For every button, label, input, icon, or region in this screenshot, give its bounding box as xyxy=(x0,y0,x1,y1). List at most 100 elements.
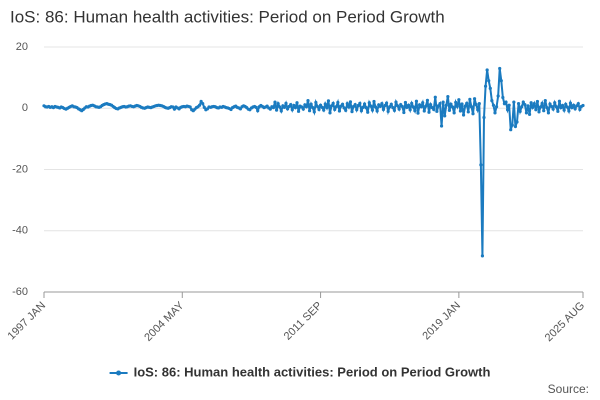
point xyxy=(315,104,320,109)
point xyxy=(499,79,503,83)
point xyxy=(476,108,480,112)
point xyxy=(340,102,345,106)
point xyxy=(477,102,481,106)
point xyxy=(447,108,452,112)
point xyxy=(301,107,305,111)
point xyxy=(465,101,469,105)
point xyxy=(307,109,312,113)
point xyxy=(468,97,472,101)
point xyxy=(532,102,536,106)
y-tick-label: 20 xyxy=(16,41,28,53)
point xyxy=(285,107,290,111)
point xyxy=(450,105,455,109)
point xyxy=(433,95,437,99)
point xyxy=(276,102,280,106)
point xyxy=(309,102,313,106)
point xyxy=(268,107,272,111)
point xyxy=(410,101,414,105)
point xyxy=(296,109,301,113)
point xyxy=(516,102,521,106)
point xyxy=(491,103,496,107)
point xyxy=(361,105,365,109)
point xyxy=(355,108,359,112)
point xyxy=(358,101,362,105)
point xyxy=(383,103,387,108)
point xyxy=(408,108,412,112)
source: Source: xyxy=(548,382,589,396)
point xyxy=(444,103,448,107)
point xyxy=(256,109,260,113)
point xyxy=(372,99,376,104)
point xyxy=(507,103,511,107)
point xyxy=(438,102,442,106)
point xyxy=(427,110,431,114)
legend-marker xyxy=(116,370,122,376)
point xyxy=(311,106,315,110)
point xyxy=(480,254,485,258)
point xyxy=(432,107,436,112)
point xyxy=(471,112,475,116)
point xyxy=(419,105,423,109)
point xyxy=(469,105,474,109)
point xyxy=(446,95,450,99)
point xyxy=(482,115,486,120)
point xyxy=(472,97,477,101)
point xyxy=(320,105,324,109)
point xyxy=(378,104,382,109)
point xyxy=(337,109,342,113)
point xyxy=(560,103,565,108)
point xyxy=(524,111,529,115)
point xyxy=(520,105,524,109)
point xyxy=(461,113,466,117)
point xyxy=(304,105,309,109)
x-tick-label: 2011 SEP xyxy=(282,300,325,343)
point xyxy=(278,105,282,109)
point xyxy=(400,104,404,109)
point xyxy=(454,100,458,105)
point xyxy=(568,101,573,105)
point xyxy=(201,102,205,106)
point xyxy=(364,106,368,110)
legend: IoS: 86: Human health activities: Period… xyxy=(109,364,490,379)
x-tick-label: 1997 JAN xyxy=(6,300,49,343)
point xyxy=(326,99,331,103)
point xyxy=(369,104,373,108)
point xyxy=(397,107,401,111)
point xyxy=(455,104,459,109)
point xyxy=(540,101,544,105)
point xyxy=(573,107,577,111)
point xyxy=(576,102,580,106)
point xyxy=(331,101,335,105)
point xyxy=(571,103,576,107)
point xyxy=(334,105,338,109)
point xyxy=(295,101,299,105)
point xyxy=(384,101,389,105)
point xyxy=(543,98,547,103)
point xyxy=(317,107,321,112)
point xyxy=(381,107,386,112)
y-tick-label: -60 xyxy=(12,286,28,298)
point xyxy=(570,106,574,110)
point xyxy=(273,100,277,104)
point xyxy=(347,105,351,109)
point xyxy=(487,79,491,83)
point xyxy=(344,108,348,112)
point xyxy=(312,110,316,114)
point xyxy=(373,105,378,109)
point xyxy=(289,102,293,107)
point xyxy=(271,106,276,110)
point xyxy=(553,101,557,105)
point xyxy=(449,102,453,106)
point xyxy=(542,109,546,113)
point xyxy=(466,110,470,114)
chart-title: IoS: 86: Human health activities: Period… xyxy=(10,7,445,26)
point xyxy=(452,111,456,115)
point xyxy=(342,106,346,110)
point xyxy=(463,104,467,108)
point xyxy=(527,112,532,116)
point xyxy=(391,106,395,110)
point xyxy=(501,95,505,100)
point xyxy=(554,105,558,109)
point xyxy=(284,101,288,105)
point xyxy=(333,107,337,112)
